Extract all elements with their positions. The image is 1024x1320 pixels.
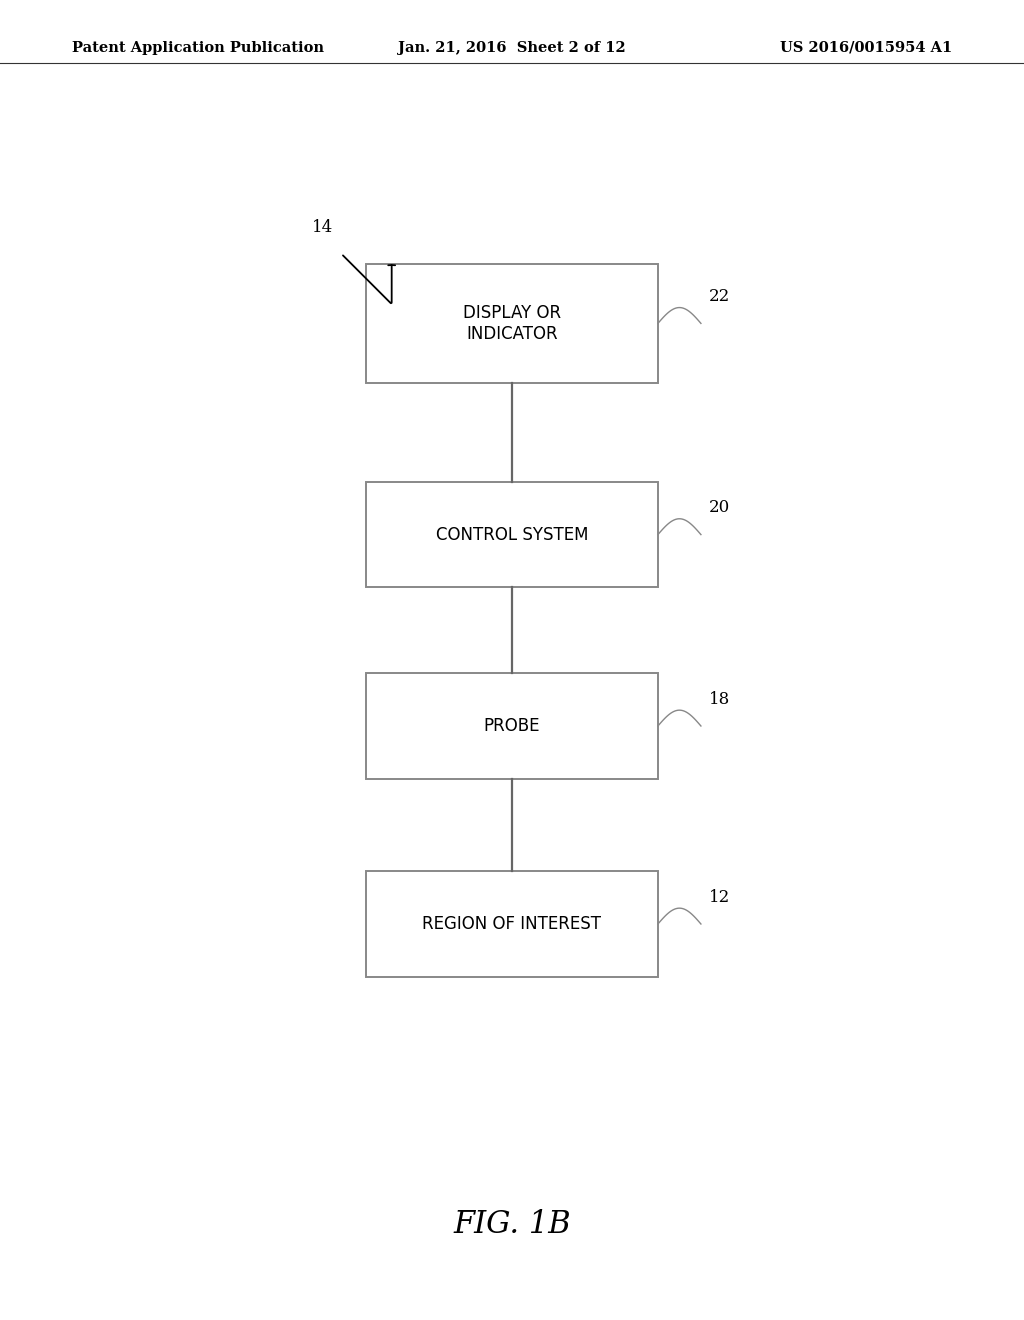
Bar: [367, 482, 658, 587]
Text: 18: 18: [710, 690, 730, 708]
Text: 14: 14: [312, 219, 333, 235]
Text: FIG. 1B: FIG. 1B: [454, 1209, 570, 1241]
Text: REGION OF INTEREST: REGION OF INTEREST: [423, 915, 601, 933]
Text: US 2016/0015954 A1: US 2016/0015954 A1: [780, 41, 952, 54]
Bar: [367, 673, 658, 779]
Text: 20: 20: [710, 499, 730, 516]
Text: CONTROL SYSTEM: CONTROL SYSTEM: [436, 525, 588, 544]
Bar: [367, 871, 658, 977]
Bar: [367, 264, 658, 383]
Text: 22: 22: [710, 288, 730, 305]
Text: Jan. 21, 2016  Sheet 2 of 12: Jan. 21, 2016 Sheet 2 of 12: [398, 41, 626, 54]
Text: 12: 12: [710, 888, 730, 906]
Text: PROBE: PROBE: [483, 717, 541, 735]
Text: DISPLAY OR
INDICATOR: DISPLAY OR INDICATOR: [463, 304, 561, 343]
Text: Patent Application Publication: Patent Application Publication: [72, 41, 324, 54]
